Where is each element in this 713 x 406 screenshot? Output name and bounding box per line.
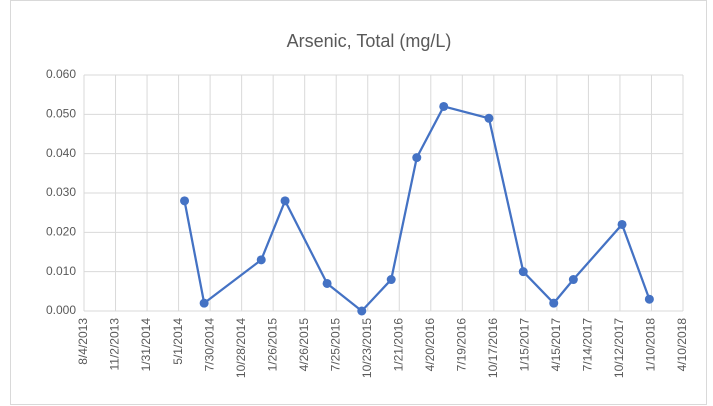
x-tick-label: 11/2/2013: [108, 318, 122, 371]
data-point: [199, 298, 209, 308]
chart-title: Arsenic, Total (mg/L): [287, 31, 452, 51]
data-point: [412, 153, 422, 163]
y-tick-label: 0.050: [46, 107, 76, 121]
y-tick-label: 0.040: [46, 146, 76, 160]
data-point: [549, 298, 559, 308]
x-tick-label: 10/28/2014: [234, 318, 248, 378]
data-point: [256, 255, 266, 265]
data-point: [484, 113, 494, 123]
x-tick-label: 7/14/2017: [581, 318, 595, 372]
y-tick-label: 0.060: [46, 67, 76, 81]
data-point: [518, 267, 528, 277]
x-tick-label: 10/23/2015: [360, 318, 374, 378]
data-point: [439, 101, 449, 111]
x-tick-label: 1/21/2016: [391, 318, 405, 372]
x-tick-label: 4/15/2017: [549, 318, 563, 372]
x-tick-label: 4/10/2018: [675, 318, 689, 372]
data-point: [180, 196, 190, 206]
data-point: [617, 219, 627, 229]
x-tick-label: 10/12/2017: [612, 318, 626, 378]
x-tick-label: 7/25/2015: [328, 318, 342, 372]
data-point: [386, 275, 396, 285]
x-tick-label: 7/30/2014: [202, 318, 216, 372]
y-tick-label: 0.000: [46, 303, 76, 317]
x-tick-label: 5/1/2014: [171, 318, 185, 365]
x-tick-label: 1/15/2017: [518, 318, 532, 372]
data-point: [280, 196, 290, 206]
data-point: [568, 275, 578, 285]
data-point: [322, 278, 332, 288]
x-tick-label: 4/20/2016: [423, 318, 437, 372]
data-point: [357, 306, 367, 316]
x-tick-label: 8/4/2013: [76, 318, 90, 365]
y-tick-label: 0.030: [46, 185, 76, 199]
y-tick-label: 0.020: [46, 225, 76, 239]
x-tick-label: 10/17/2016: [486, 318, 500, 378]
y-tick-label: 0.010: [46, 264, 76, 278]
data-point: [644, 294, 654, 304]
x-tick-label: 1/10/2018: [644, 318, 658, 372]
chart-border: [10, 0, 707, 405]
x-tick-label: 4/26/2015: [297, 318, 311, 372]
x-tick-label: 1/26/2015: [265, 318, 279, 372]
x-tick-label: 1/31/2014: [139, 318, 153, 372]
x-tick-label: 7/19/2016: [454, 318, 468, 372]
